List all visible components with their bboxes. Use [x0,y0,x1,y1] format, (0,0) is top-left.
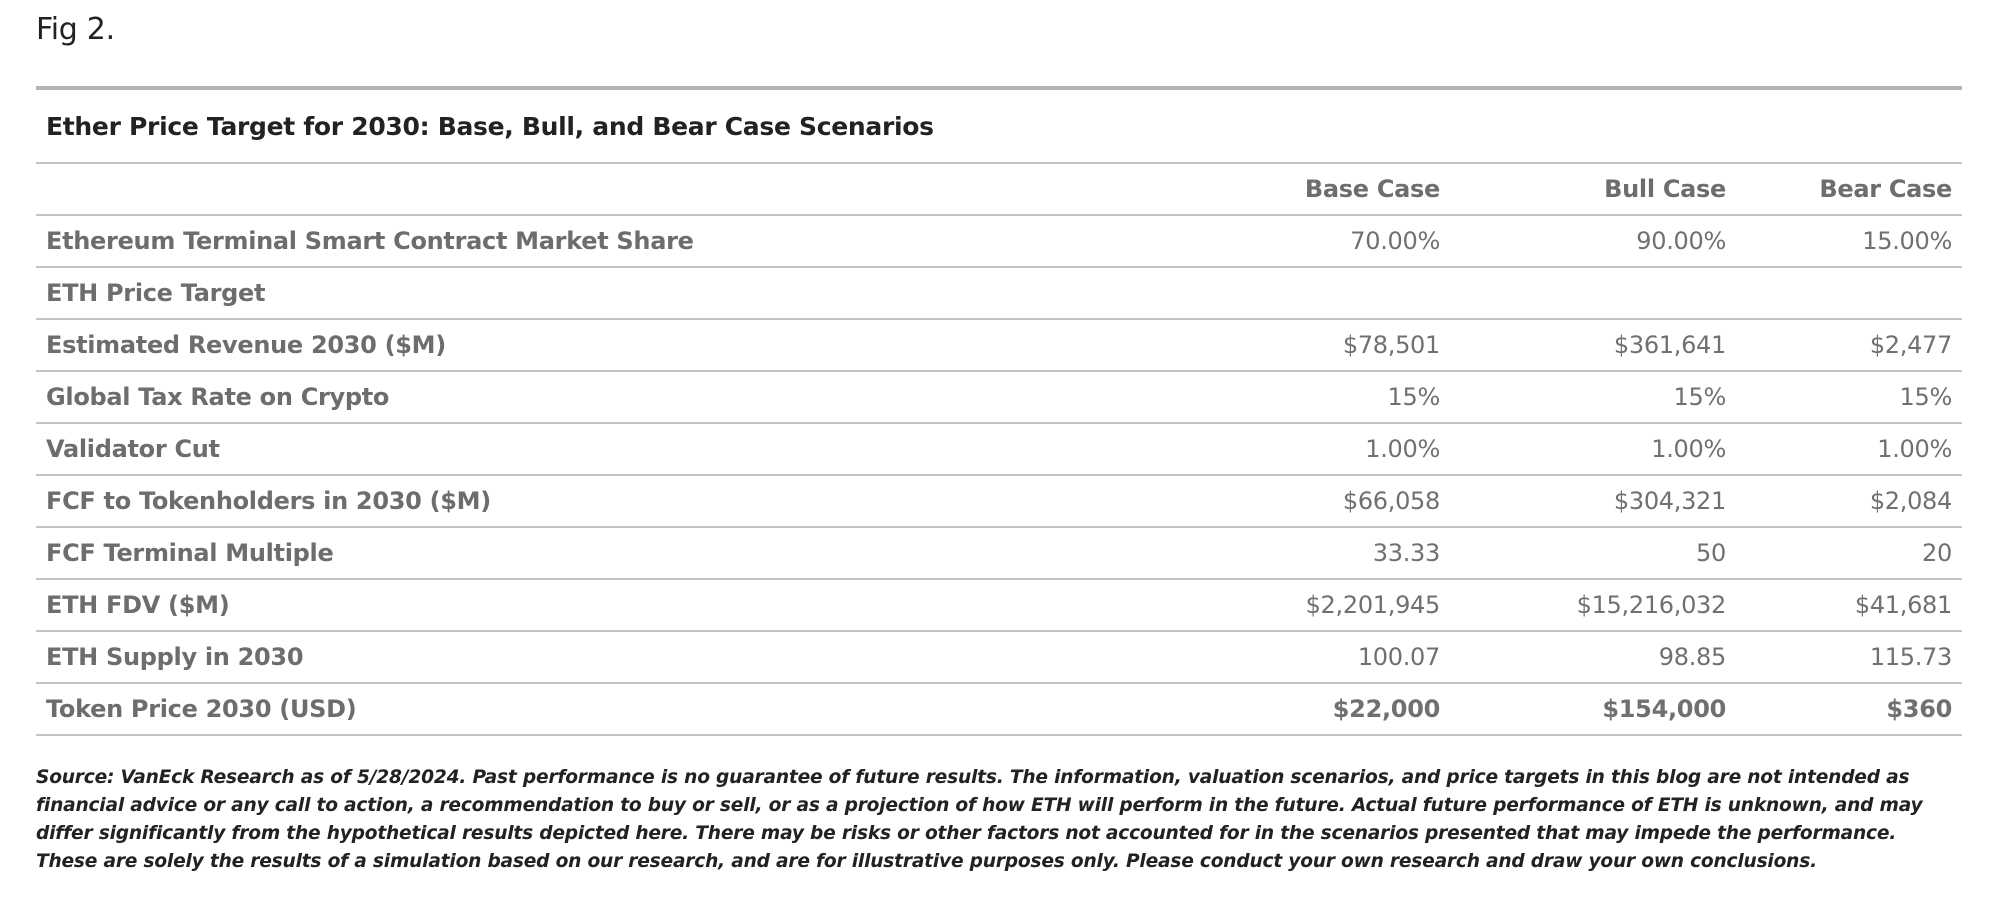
scenario-table: Base Case Bull Case Bear Case Ethereum T… [36,164,1962,736]
bull-case-value: 50 [1450,527,1736,580]
row-label: Validator Cut [36,423,1211,476]
source-disclaimer-footnote: Source: VanEck Research as of 5/28/2024.… [36,767,1923,872]
row-label: Estimated Revenue 2030 ($M) [36,319,1211,372]
table-row: Global Tax Rate on Crypto 15% 15% 15% [36,371,1962,424]
row-label: Ethereum Terminal Smart Contract Market … [36,215,1211,268]
base-case-value: $66,058 [1211,475,1450,528]
base-case-value: $78,501 [1211,319,1450,372]
base-case-value: 1.00% [1211,423,1450,476]
table-row-token-price: Token Price 2030 (USD) $22,000 $154,000 … [36,683,1962,736]
table-title: Ether Price Target for 2030: Base, Bull,… [36,90,1962,164]
bear-case-value: $2,477 [1736,319,1962,372]
table-row: FCF Terminal Multiple 33.33 50 20 [36,527,1962,580]
bear-case-value: 15.00% [1736,215,1962,268]
bull-case-value [1450,267,1736,320]
figure-label: Fig 2. [36,12,115,47]
table-row: FCF to Tokenholders in 2030 ($M) $66,058… [36,475,1962,528]
bull-case-value: $15,216,032 [1450,579,1736,632]
bear-case-value: $360 [1736,683,1962,736]
base-case-value: 70.00% [1211,215,1450,268]
base-case-value: $22,000 [1211,683,1450,736]
table-header-row: Base Case Bull Case Bear Case [36,164,1962,216]
column-header-bear-case: Bear Case [1736,164,1962,216]
table-row: ETH Supply in 2030 100.07 98.85 115.73 [36,631,1962,684]
bear-case-value: 1.00% [1736,423,1962,476]
bull-case-value: 98.85 [1450,631,1736,684]
bull-case-value: $304,321 [1450,475,1736,528]
row-label: FCF Terminal Multiple [36,527,1211,580]
row-label: FCF to Tokenholders in 2030 ($M) [36,475,1211,528]
table-row: ETH Price Target [36,267,1962,320]
column-header-bull-case: Bull Case [1450,164,1736,216]
bull-case-value: 1.00% [1450,423,1736,476]
base-case-value: $2,201,945 [1211,579,1450,632]
table-row: Validator Cut 1.00% 1.00% 1.00% [36,423,1962,476]
row-label: ETH FDV ($M) [36,579,1211,632]
table-row: ETH FDV ($M) $2,201,945 $15,216,032 $41,… [36,579,1962,632]
bull-case-value: 90.00% [1450,215,1736,268]
column-header-base-case: Base Case [1211,164,1450,216]
row-label: Global Tax Rate on Crypto [36,371,1211,424]
base-case-value [1211,267,1450,320]
bear-case-value [1736,267,1962,320]
bear-case-value: 15% [1736,371,1962,424]
table-row: Ethereum Terminal Smart Contract Market … [36,215,1962,268]
column-header-label [36,164,1211,216]
bull-case-value: 15% [1450,371,1736,424]
row-label: ETH Price Target [36,267,1211,320]
bear-case-value: 115.73 [1736,631,1962,684]
bull-case-value: $361,641 [1450,319,1736,372]
base-case-value: 33.33 [1211,527,1450,580]
row-label: ETH Supply in 2030 [36,631,1211,684]
scenario-table-container: Ether Price Target for 2030: Base, Bull,… [36,86,1962,736]
bear-case-value: 20 [1736,527,1962,580]
row-label: Token Price 2030 (USD) [36,683,1211,736]
bear-case-value: $2,084 [1736,475,1962,528]
bear-case-value: $41,681 [1736,579,1962,632]
table-row: Estimated Revenue 2030 ($M) $78,501 $361… [36,319,1962,372]
base-case-value: 100.07 [1211,631,1450,684]
bull-case-value: $154,000 [1450,683,1736,736]
base-case-value: 15% [1211,371,1450,424]
